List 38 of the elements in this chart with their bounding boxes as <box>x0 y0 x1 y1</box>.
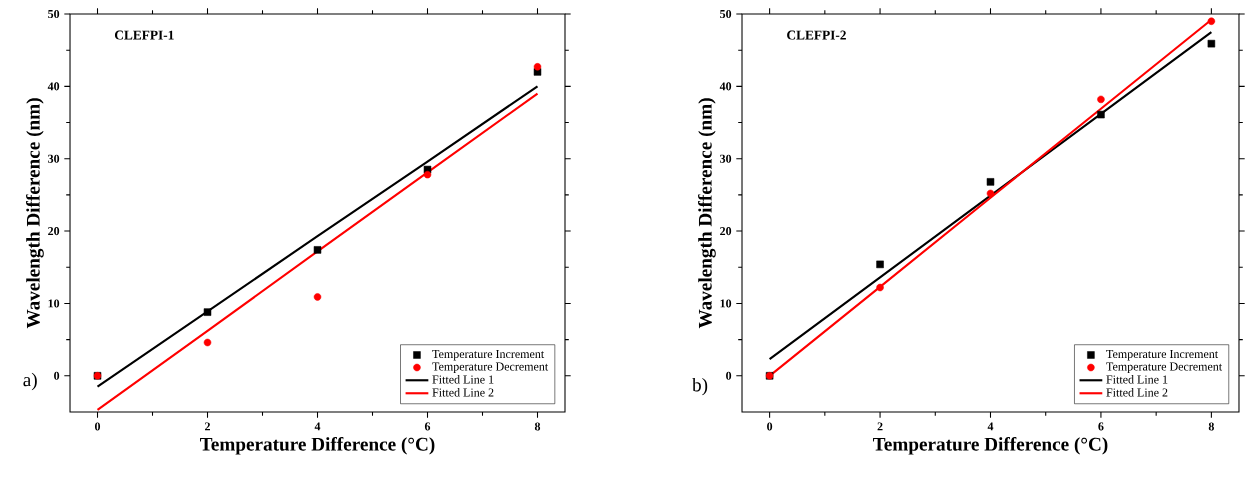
legend-label: Temperature Decrement <box>432 362 549 373</box>
x-tick-label: 2 <box>205 422 210 431</box>
y-tick-label: 10 <box>720 299 732 308</box>
x-tick-label: 6 <box>1098 422 1104 431</box>
text: a) <box>23 372 37 391</box>
y-axis-title: Wavelength Difference (nm) <box>26 98 44 329</box>
x-tick-label: 0 <box>94 422 101 431</box>
y-axis-title: Wavelength Difference (nm) <box>698 98 716 329</box>
y-tick-label: 20 <box>48 227 60 236</box>
text: CLEFPI-2 <box>787 30 846 40</box>
y-tick-label: 30 <box>720 154 732 163</box>
legend-label: Temperature Increment <box>1106 350 1219 361</box>
y-tick-label: 30 <box>48 154 60 163</box>
x-tick-label: 2 <box>877 422 883 431</box>
x-axis-title: Temperature Difference (°C) <box>873 436 1108 455</box>
legend-label: Fitted Line 1 <box>1106 375 1168 384</box>
y-tick-label: 0 <box>54 371 60 380</box>
legend-label: Fitted Line 2 <box>1106 388 1168 397</box>
y-tick-label: 40 <box>47 82 60 91</box>
y-tick-label: 0 <box>726 371 732 380</box>
legend-label: Temperature Decrement <box>1106 362 1223 373</box>
y-tick-label: 50 <box>48 9 60 19</box>
legend-label: Temperature Increment <box>432 350 545 361</box>
x-tick-label: 6 <box>424 422 431 431</box>
x-tick-label: 8 <box>1208 422 1214 431</box>
x-axis-title: Temperature Difference (°C) <box>200 436 435 455</box>
x-tick-label: 8 <box>534 422 541 431</box>
text: CLEFPI-1 <box>114 30 174 40</box>
y-tick-label: 50 <box>720 9 732 19</box>
y-tick-label: 40 <box>719 82 732 91</box>
y-tick-label: 20 <box>720 227 732 236</box>
legend-label: Fitted Line 1 <box>432 375 494 384</box>
x-tick-label: 0 <box>767 422 773 431</box>
x-tick-label: 4 <box>314 422 321 431</box>
text: b) <box>692 377 708 396</box>
legend-label: Fitted Line 2 <box>432 388 494 397</box>
y-tick-label: 10 <box>48 299 60 308</box>
x-tick-label: 4 <box>987 422 994 431</box>
